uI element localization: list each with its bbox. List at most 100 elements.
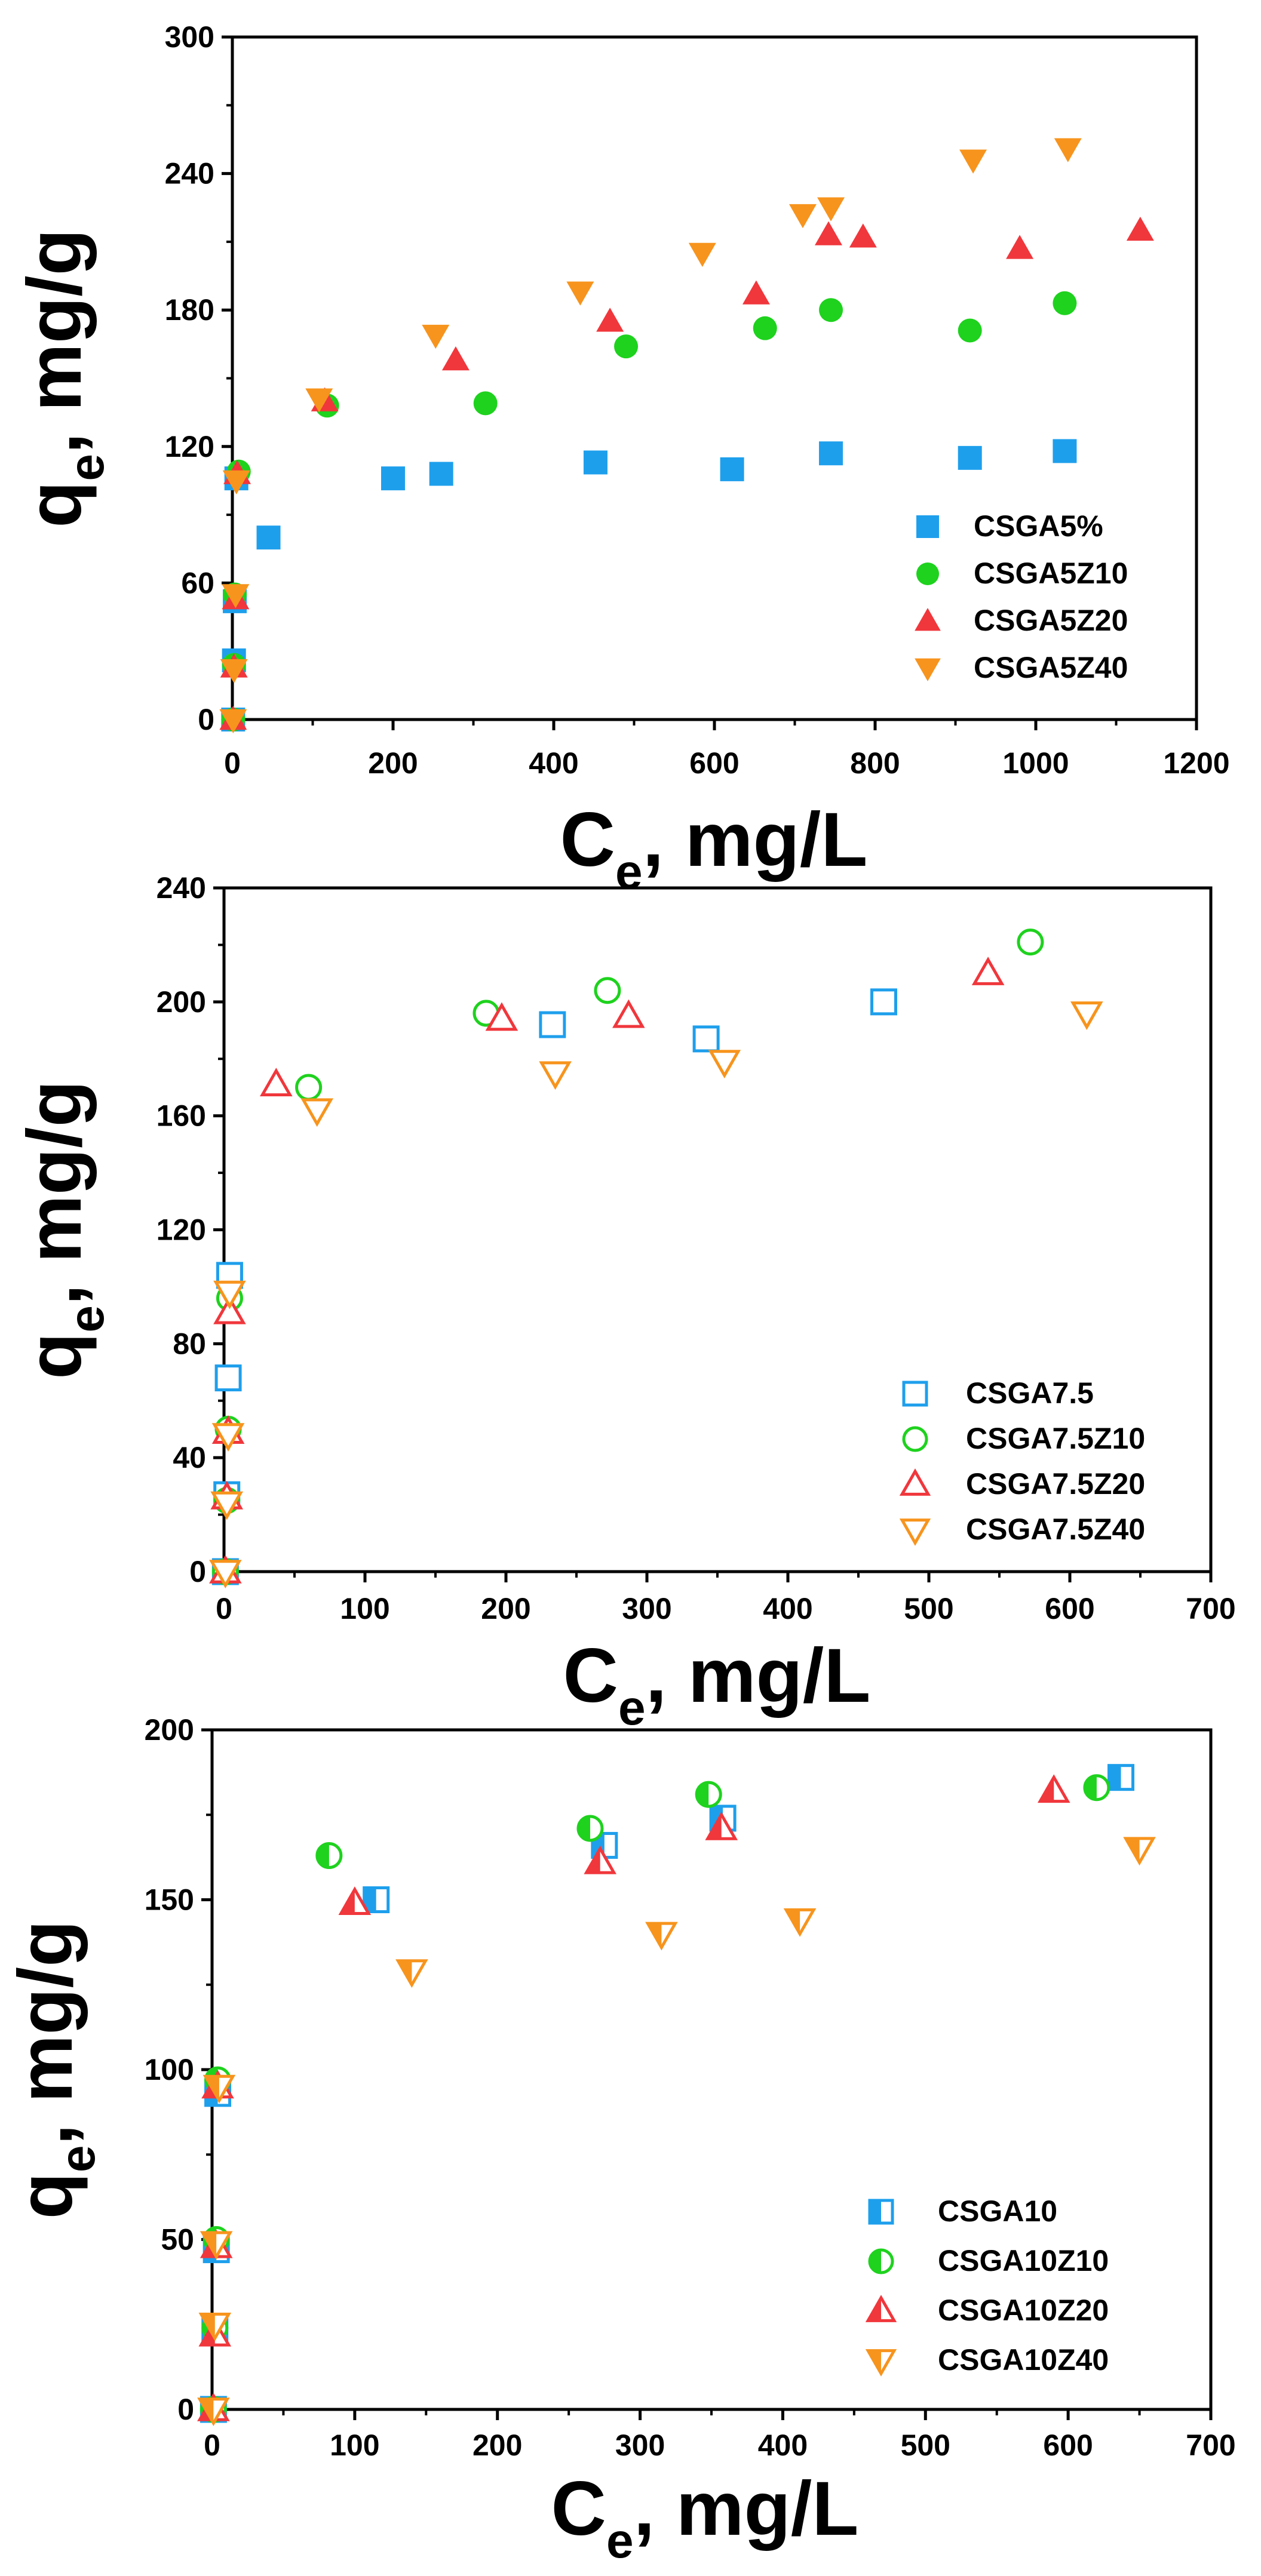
- data-point: [198, 2313, 232, 2341]
- y-axis-title-1: qe, mg/g: [12, 229, 114, 528]
- data-point: [705, 1811, 738, 1840]
- data-point: [1126, 216, 1154, 241]
- data-point: [213, 1280, 246, 1309]
- data-point: [958, 445, 982, 470]
- y-tick-label: 50: [161, 2223, 194, 2257]
- x-tick-label: 0: [204, 2429, 220, 2462]
- x-tick-label: 0: [224, 746, 241, 780]
- data-point: [295, 1074, 323, 1101]
- y-tick-label: 200: [145, 1713, 194, 1747]
- data-point-marker: [594, 977, 621, 1004]
- data-point-marker: [219, 709, 247, 733]
- data-point-marker: [1017, 929, 1044, 956]
- data-point-marker: [819, 441, 843, 466]
- data-point-marker: [959, 149, 987, 174]
- data-point-marker-half: [1040, 1777, 1054, 1802]
- data-point: [211, 1423, 245, 1452]
- legend-marker: [916, 515, 939, 538]
- data-point: [473, 391, 498, 416]
- data-point-marker: [1053, 291, 1077, 315]
- y-axis-title-2: qe, mg/g: [12, 1080, 114, 1379]
- legend-item: CSGA10Z40: [865, 2343, 1109, 2377]
- data-point-marker: [211, 1423, 245, 1452]
- data-point-marker: [708, 1050, 741, 1079]
- data-point: [814, 221, 842, 245]
- x-tick-label: 400: [758, 2429, 808, 2462]
- data-point: [222, 584, 250, 608]
- data-point: [645, 1922, 678, 1951]
- data-point-marker-half: [697, 1782, 709, 1807]
- y-tick-label: 0: [189, 1555, 206, 1588]
- data-point: [817, 197, 845, 222]
- y-tick-label: 300: [165, 20, 214, 54]
- series-1-4: [219, 138, 1082, 733]
- x-tick-label: 100: [340, 1592, 389, 1625]
- y-tick-label: 80: [173, 1327, 206, 1360]
- data-point-marker: [583, 450, 608, 475]
- data-point-marker-half: [317, 1843, 329, 1868]
- legend-item: CSGA7.5Z40: [899, 1513, 1145, 1546]
- data-point-marker: [214, 1364, 242, 1392]
- legend-3: CSGA10 CSGA10Z10 CSGA10Z20 CSGA10Z40: [865, 2194, 1109, 2377]
- data-point: [200, 2231, 233, 2260]
- data-point-marker: [612, 999, 645, 1028]
- data-point-marker: [295, 1074, 323, 1101]
- y-tick-label: 40: [173, 1441, 206, 1474]
- y-tick-label: 160: [157, 1099, 206, 1133]
- y-axis-title-3: qe, mg/g: [3, 1920, 105, 2220]
- data-point-marker-half: [1125, 1838, 1140, 1863]
- y-tick-label: 180: [165, 293, 214, 327]
- legend-1: CSGA5% CSGA5Z10 CSGA5Z20 CSGA5Z40: [915, 509, 1128, 684]
- x-tick-label: 600: [1045, 1592, 1094, 1625]
- y-tick-label: 0: [177, 2393, 194, 2426]
- legend-label: CSGA10Z20: [938, 2294, 1109, 2327]
- data-point: [305, 388, 333, 413]
- data-point: [256, 525, 281, 550]
- data-point: [220, 659, 248, 684]
- legend-label: CSGA7.5Z10: [966, 1422, 1145, 1455]
- data-point-marker: [720, 457, 744, 481]
- data-point-marker: [614, 334, 639, 359]
- data-point-marker: [566, 281, 594, 306]
- x-tick-label: 100: [330, 2429, 379, 2462]
- data-point-marker: [971, 957, 1005, 985]
- data-point: [210, 1491, 244, 1520]
- data-point-marker: [305, 388, 333, 413]
- x-tick-label: 400: [763, 1592, 812, 1625]
- data-point-marker: [220, 659, 248, 684]
- data-point-marker: [814, 221, 842, 245]
- data-point: [614, 334, 639, 359]
- legend-marker: [899, 1468, 931, 1496]
- legend-marker: [915, 658, 941, 681]
- data-point-marker-half: [707, 1815, 722, 1839]
- data-point: [485, 1002, 518, 1031]
- y-tick-label: 240: [165, 157, 214, 190]
- series-2-3: [209, 957, 1005, 1584]
- data-point-marker: [1053, 439, 1077, 463]
- y-tick-label: 240: [157, 871, 206, 905]
- legend-item: CSGA10: [868, 2194, 1057, 2228]
- legend-item: CSGA7.5Z20: [899, 1467, 1145, 1501]
- data-point-marker-half: [364, 1888, 376, 1912]
- x-tick-label: 200: [368, 746, 418, 780]
- data-point-marker: [817, 197, 845, 222]
- series-2-4: [209, 1001, 1103, 1589]
- data-point-marker: [441, 346, 470, 371]
- x-tick-label: 600: [689, 746, 739, 780]
- legend-marker: [902, 1426, 928, 1452]
- chart-2: 0 100 200 300 400 500 600 700 0 40 80 120 160 200 240 C…: [12, 871, 1236, 1735]
- data-point: [429, 462, 453, 486]
- data-point: [958, 318, 982, 343]
- legend-item: CSGA7.5Z10: [902, 1422, 1145, 1455]
- data-point-marker-half: [586, 1848, 600, 1873]
- x-tick-label: 200: [473, 2429, 522, 2462]
- data-point-marker: [381, 466, 405, 491]
- x-tick-label: 0: [216, 1592, 232, 1625]
- data-point-marker-half: [203, 2232, 217, 2257]
- data-point-marker-half: [200, 2399, 214, 2423]
- data-point: [584, 1845, 616, 1874]
- data-point: [753, 316, 777, 340]
- data-point-marker-half: [648, 1923, 662, 1948]
- data-point-marker: [958, 318, 982, 343]
- data-point: [742, 280, 770, 305]
